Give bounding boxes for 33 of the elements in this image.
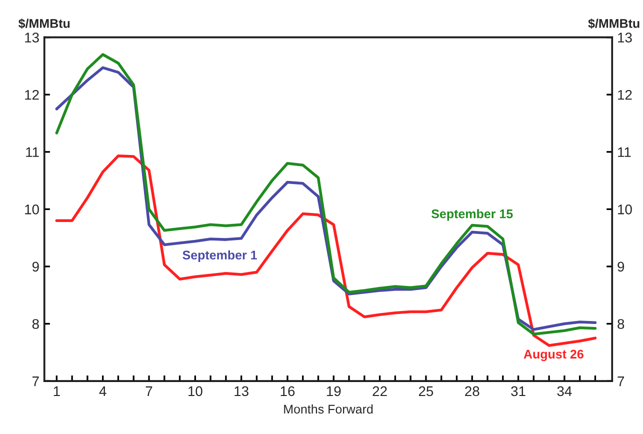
y-tick-label: 9 — [32, 262, 39, 272]
x-tick-label: 7 — [146, 386, 152, 396]
x-tick-label: 25 — [418, 386, 434, 396]
y2-tick-label: 9 — [618, 262, 624, 272]
x-tick-label: 1 — [54, 386, 60, 396]
y-tick-label: 12 — [25, 90, 39, 100]
x-tick-label: 19 — [326, 386, 341, 396]
x-axis-title: Months Forward — [284, 404, 373, 414]
y-tick-label: 11 — [26, 147, 39, 157]
y-tick-label: 7 — [32, 376, 39, 386]
y2-axis-title: $/MMBtu — [588, 18, 640, 29]
x-tick-label: 4 — [99, 386, 106, 396]
x-tick-label: 34 — [557, 386, 572, 396]
line-series — [55, 154, 597, 347]
series-label: August 26 — [524, 350, 584, 362]
y-axis-title: $/MMBtu — [18, 18, 70, 29]
y-tick-label: 13 — [25, 32, 39, 42]
x-tick-label: 28 — [465, 386, 480, 396]
y2-tick-label: 11 — [618, 147, 631, 157]
y2-tick-label: 7 — [618, 376, 624, 386]
series-label: September 1 — [182, 250, 257, 262]
y2-tick-label: 12 — [618, 90, 632, 100]
x-tick-label: 31 — [511, 386, 526, 396]
y-tick-label: 10 — [25, 204, 39, 214]
series-label: September 15 — [431, 209, 513, 221]
x-tick-label: 10 — [188, 386, 202, 396]
y2-tick-label: 10 — [618, 204, 632, 214]
x-tick-label: 16 — [280, 386, 295, 396]
x-tick-label: 13 — [234, 386, 248, 396]
x-tick-label: 22 — [372, 386, 387, 396]
y2-tick-label: 13 — [618, 32, 632, 42]
y2-tick-label: 8 — [618, 319, 624, 329]
y-tick-label: 8 — [32, 319, 39, 329]
